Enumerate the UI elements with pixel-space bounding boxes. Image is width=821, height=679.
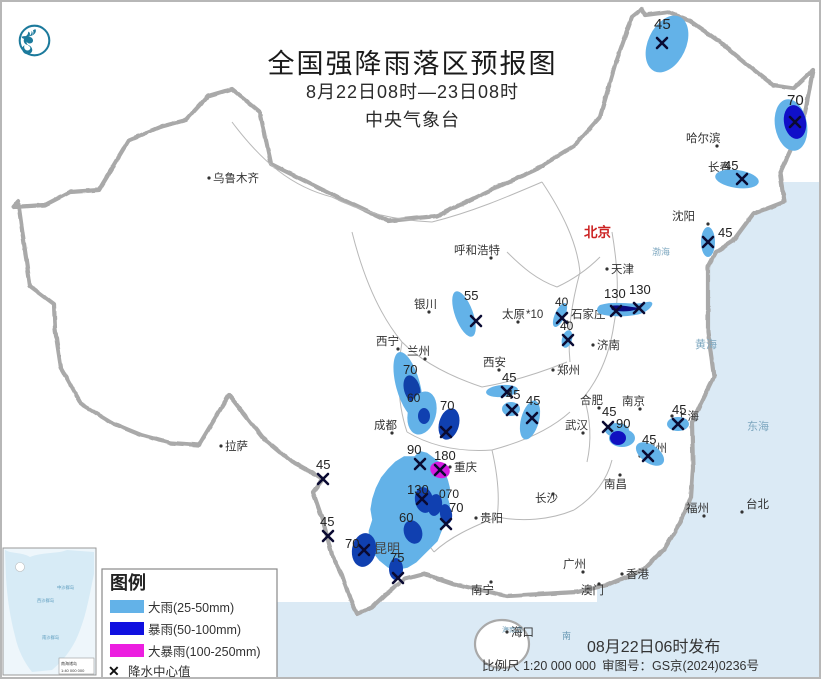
svg-text:澳门: 澳门 — [581, 583, 604, 597]
svg-text:东海: 东海 — [747, 419, 769, 433]
svg-text:沈阳: 沈阳 — [672, 209, 695, 223]
svg-text:中沙群岛: 中沙群岛 — [57, 584, 74, 591]
svg-text:图例: 图例 — [110, 572, 146, 593]
svg-text:60: 60 — [407, 391, 421, 405]
svg-text:70: 70 — [345, 536, 359, 551]
svg-text:黄海: 黄海 — [695, 337, 717, 351]
svg-text:45: 45 — [316, 457, 330, 472]
svg-text:90: 90 — [616, 416, 630, 431]
svg-text:暴雨(50-100mm): 暴雨(50-100mm) — [148, 623, 241, 637]
svg-text:南宁: 南宁 — [471, 583, 494, 597]
svg-text:长沙: 长沙 — [535, 492, 558, 505]
svg-text:45: 45 — [724, 158, 738, 173]
svg-text:银川: 银川 — [414, 297, 437, 311]
svg-text:南: 南 — [562, 630, 571, 641]
svg-text:45: 45 — [502, 370, 516, 385]
svg-text:海口: 海口 — [511, 625, 534, 639]
svg-text:45: 45 — [672, 402, 686, 417]
svg-text:武汉: 武汉 — [565, 419, 588, 432]
svg-text:乌鲁木齐: 乌鲁木齐 — [213, 171, 259, 185]
svg-text:郑州: 郑州 — [557, 363, 580, 377]
svg-text:130: 130 — [629, 282, 651, 297]
svg-text:比例尺 1:20 000 000: 比例尺 1:20 000 000 — [482, 659, 596, 673]
svg-text:130: 130 — [604, 286, 626, 301]
svg-text:75: 75 — [390, 550, 404, 565]
svg-text:北京: 北京 — [584, 224, 611, 240]
svg-text:180: 180 — [434, 448, 456, 463]
svg-text:08月22日06时发布: 08月22日06时发布 — [587, 638, 720, 656]
svg-text:重庆: 重庆 — [454, 460, 477, 474]
svg-text:60: 60 — [399, 510, 413, 525]
svg-text:90: 90 — [407, 442, 421, 457]
svg-text:拉萨: 拉萨 — [225, 439, 248, 453]
svg-text:台北: 台北 — [746, 497, 769, 511]
svg-text:45: 45 — [526, 393, 540, 408]
svg-text:渤海: 渤海 — [652, 246, 670, 257]
svg-text:广州: 广州 — [563, 558, 586, 571]
svg-text:1:40 000 000: 1:40 000 000 — [61, 668, 85, 673]
svg-text:45: 45 — [602, 404, 616, 419]
svg-text:45: 45 — [506, 387, 520, 402]
svg-text:香港: 香港 — [626, 568, 649, 581]
svg-text:大暴雨(100-250mm): 大暴雨(100-250mm) — [148, 645, 261, 659]
svg-text:西宁: 西宁 — [376, 334, 399, 348]
svg-text:45: 45 — [654, 16, 671, 33]
svg-text:南京: 南京 — [622, 394, 645, 408]
svg-text:40: 40 — [560, 319, 574, 333]
svg-text:太原: 太原 — [502, 308, 525, 321]
svg-text:40: 40 — [555, 295, 569, 309]
svg-text:*10: *10 — [526, 309, 543, 321]
svg-text:✕: ✕ — [108, 663, 120, 679]
svg-text:70: 70 — [403, 362, 417, 377]
svg-text:南昌: 南昌 — [604, 477, 627, 491]
svg-text:福州: 福州 — [686, 501, 709, 515]
svg-text:西沙群岛: 西沙群岛 — [37, 597, 54, 604]
svg-text:审图号：GS京(2024)0236号: 审图号：GS京(2024)0236号 — [602, 658, 759, 673]
svg-text:兰州: 兰州 — [407, 345, 430, 358]
svg-text:南海诸岛: 南海诸岛 — [61, 660, 77, 666]
svg-text:哈尔滨: 哈尔滨 — [686, 131, 721, 145]
svg-text:70: 70 — [440, 398, 454, 413]
svg-text:南沙群岛: 南沙群岛 — [42, 634, 59, 641]
svg-text:45: 45 — [642, 432, 656, 447]
svg-text:降水中心值: 降水中心值 — [128, 664, 191, 679]
svg-text:70: 70 — [787, 92, 804, 109]
svg-text:成都: 成都 — [374, 419, 397, 432]
svg-text:西安: 西安 — [483, 355, 506, 369]
svg-text:070: 070 — [439, 487, 459, 501]
svg-text:70: 70 — [449, 500, 463, 515]
svg-text:130: 130 — [407, 482, 429, 497]
svg-text:大雨(25-50mm): 大雨(25-50mm) — [148, 601, 234, 615]
svg-text:合肥: 合肥 — [580, 393, 603, 407]
svg-text:天津: 天津 — [611, 263, 634, 276]
svg-text:呼和浩特: 呼和浩特 — [454, 243, 500, 257]
svg-text:贵阳: 贵阳 — [480, 512, 503, 525]
svg-text:济南: 济南 — [597, 338, 620, 352]
svg-text:55: 55 — [464, 288, 478, 303]
svg-text:45: 45 — [718, 225, 732, 240]
svg-text:45: 45 — [320, 514, 334, 529]
